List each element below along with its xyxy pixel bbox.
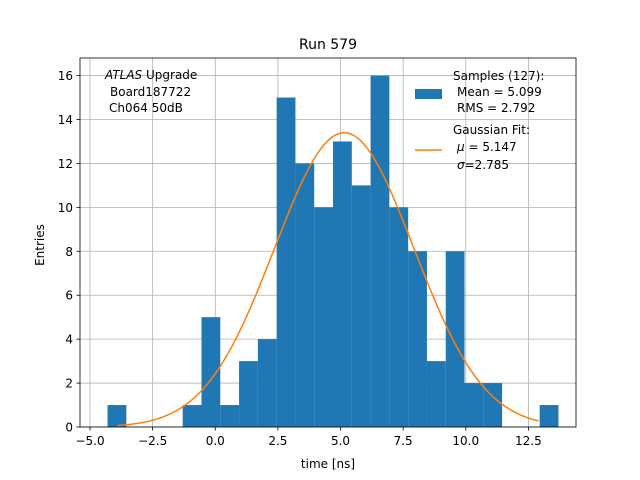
histogram-bar xyxy=(445,251,465,427)
y-tick-label: 10 xyxy=(58,201,73,215)
x-axis-label: time [ns] xyxy=(301,457,355,471)
axis-ticks: −5.0 −2.5 0.0 2.5 5.0 7.5 10.0 12.5 0 2 4 6 8 10 12 14 1… xyxy=(58,69,542,448)
gaussian-fit-curve xyxy=(117,131,539,427)
histogram-bar xyxy=(182,405,202,427)
legend-fit-sigma: σ=2.785 xyxy=(457,158,509,172)
histogram-bar xyxy=(408,251,427,427)
legend-fit-title: Gaussian Fit: xyxy=(453,123,530,137)
x-tick-label: 7.5 xyxy=(394,434,413,448)
sigma-value: =2.785 xyxy=(465,158,509,172)
legend-samples-rms: RMS = 2.792 xyxy=(457,101,535,115)
y-tick-label: 4 xyxy=(65,333,73,347)
x-tick-label: 10.0 xyxy=(452,434,479,448)
x-tick-label: 12.5 xyxy=(515,434,542,448)
board-label: Board187722 xyxy=(110,85,191,99)
histogram-bar xyxy=(370,75,390,428)
histogram-bar xyxy=(389,207,409,427)
y-tick-label: 0 xyxy=(65,421,73,435)
legend-samples-mean: Mean = 5.099 xyxy=(457,85,542,99)
histogram-bar xyxy=(107,405,127,427)
y-tick-label: 8 xyxy=(65,245,73,259)
histogram-bar xyxy=(276,97,296,428)
atlas-label: ATLAS xyxy=(104,68,143,82)
annotation-box: ATLAS Upgrade Board187722 Ch064 50dB xyxy=(104,68,197,115)
mu-symbol: μ xyxy=(456,140,465,154)
y-tick-label: 6 xyxy=(65,289,73,303)
x-tick-label: 2.5 xyxy=(268,434,287,448)
legend: Samples (127): Mean = 5.099 RMS = 2.792 … xyxy=(415,69,544,172)
x-tick-label: −2.5 xyxy=(138,434,167,448)
y-tick-label: 2 xyxy=(65,377,73,391)
histogram-bar xyxy=(426,361,446,427)
y-axis-label: Entries xyxy=(33,224,47,266)
channel-label: Ch064 50dB xyxy=(109,101,183,115)
annotation-line-1: ATLAS Upgrade xyxy=(104,68,197,82)
histogram-bar xyxy=(201,317,221,427)
histogram-bar xyxy=(351,185,371,427)
histogram-bar xyxy=(314,207,334,427)
histogram-bar xyxy=(464,383,484,427)
chart-title: Run 579 xyxy=(299,37,357,53)
legend-fit-mu: μ = 5.147 xyxy=(456,140,517,154)
x-tick-label: 0.0 xyxy=(206,434,225,448)
legend-samples-title: Samples (127): xyxy=(453,69,544,83)
histogram-bar xyxy=(257,339,277,427)
histogram-bar xyxy=(220,405,240,427)
y-tick-label: 12 xyxy=(58,157,73,171)
y-tick-label: 16 xyxy=(58,69,73,83)
legend-samples-swatch xyxy=(415,89,442,99)
histogram-bar xyxy=(539,405,559,427)
plot-frame xyxy=(79,57,577,428)
x-tick-label: −5.0 xyxy=(75,434,104,448)
mu-value: = 5.147 xyxy=(465,140,517,154)
histogram-bars xyxy=(107,75,559,428)
histogram-bar xyxy=(295,163,315,427)
histogram-bar xyxy=(239,361,258,427)
histogram-bar xyxy=(333,141,352,427)
upgrade-label: Upgrade xyxy=(142,68,197,82)
sigma-symbol: σ xyxy=(457,158,465,172)
y-tick-label: 14 xyxy=(58,113,73,127)
x-tick-label: 5.0 xyxy=(331,434,350,448)
histogram-bar xyxy=(483,383,503,427)
